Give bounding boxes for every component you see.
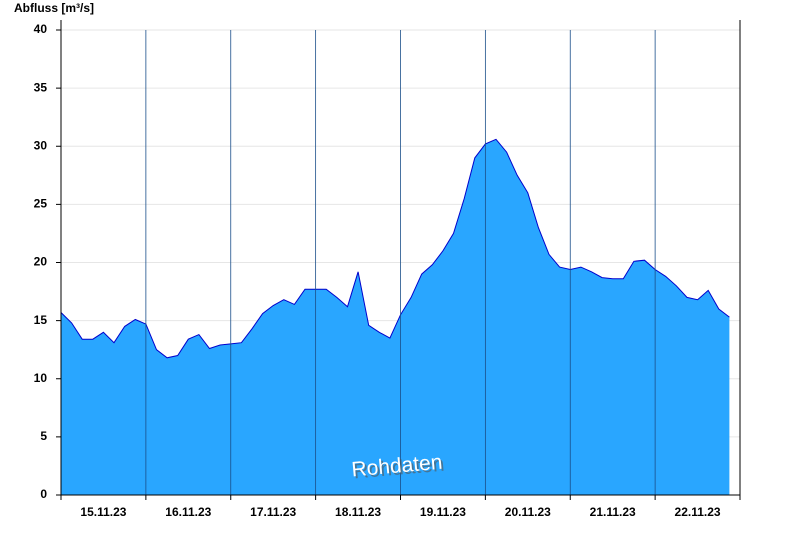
x-tick-label: 18.11.23 [335, 505, 381, 519]
y-tick-label: 15 [34, 313, 48, 327]
x-tick-label: 22.11.23 [675, 505, 721, 519]
y-tick-label: 10 [34, 371, 48, 385]
y-tick-label: 25 [34, 197, 48, 211]
y-tick-label: 35 [34, 80, 48, 94]
area [61, 139, 730, 496]
x-tick-label: 19.11.23 [420, 505, 466, 519]
y-tick-label: 20 [34, 255, 48, 269]
line [60, 138, 730, 359]
y-tick-label: 30 [34, 138, 48, 152]
y-tick-label: 0 [40, 487, 47, 501]
x-tick-label: 16.11.23 [165, 505, 211, 519]
x-tick-label: 20.11.23 [505, 505, 551, 519]
y-tick-label: 5 [40, 429, 47, 443]
y-tick-label: 40 [34, 22, 48, 36]
x-tick-label: 15.11.23 [80, 505, 126, 519]
x-tick-label: 21.11.23 [590, 505, 636, 519]
x-tick-label: 17.11.23 [250, 505, 296, 519]
y-axis-label: Abfluss [m³/s] [14, 1, 94, 15]
